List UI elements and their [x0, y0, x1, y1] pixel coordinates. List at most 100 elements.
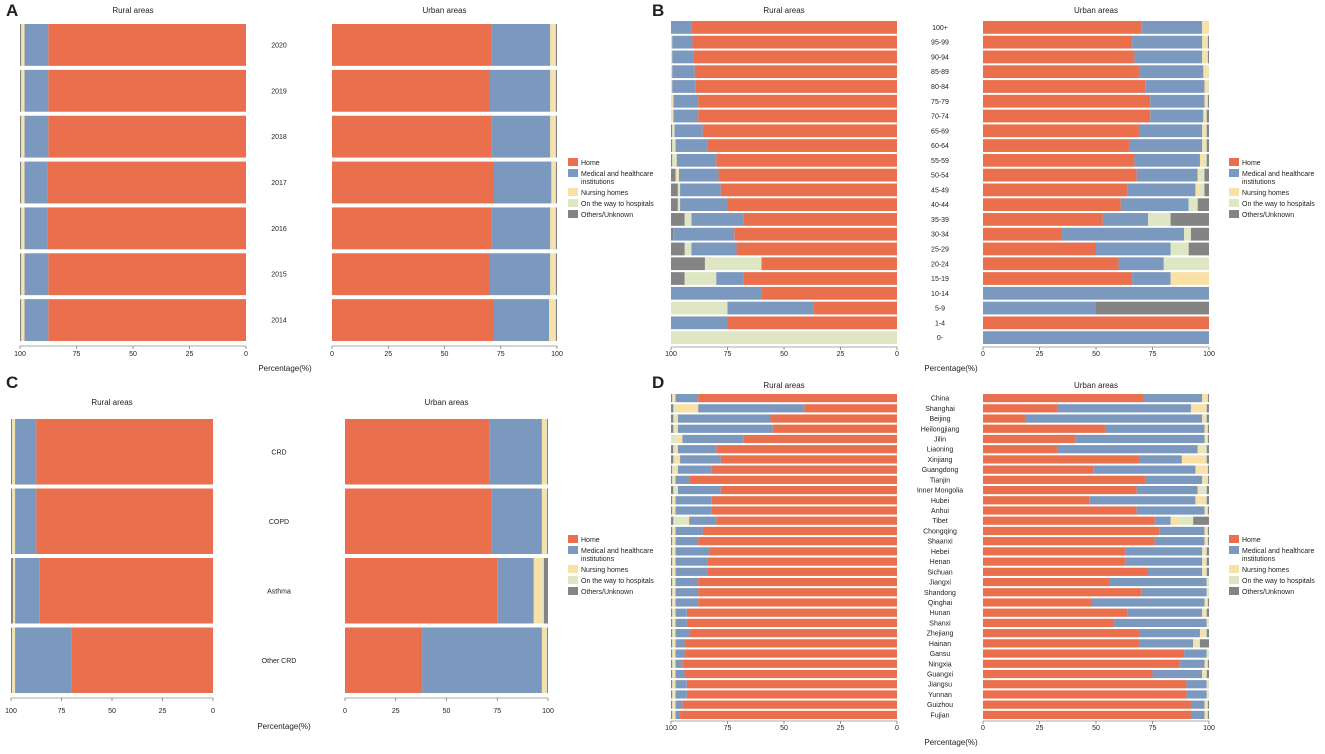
rural-bar-China-medical-and-healthcare-institutions [675, 394, 699, 403]
urban-bar-Inner Mongolia-home [983, 485, 1137, 495]
urban-bar-25-29-on-the-way-to-hospitals [1170, 242, 1189, 256]
rural-bar-Guangxi-home [684, 669, 897, 679]
category-label: Liaoning [927, 447, 954, 454]
urban-bar-Xinjiang-nursing-homes [1181, 455, 1205, 464]
rural-bar-Hubei-medical-and-healthcare-institutions [675, 496, 712, 505]
legend-label: Medical and healthcare [1242, 171, 1314, 178]
rural-bar-Asthma-nursing-homes [14, 558, 16, 624]
legend-label: On the way to hospitals [581, 578, 654, 585]
rural-bar-Tianjin-others-unknown [671, 475, 673, 484]
rural-bar-Asthma-on-the-way-to-hospitals [13, 558, 15, 624]
rural-bar-2018-medical-and-healthcare-institutions [24, 115, 49, 158]
urban-bar-Inner Mongolia-others-unknown [1206, 485, 1209, 495]
rural-bar-80-84-home [695, 80, 897, 93]
rural-bar-2018-nursing-homes [22, 115, 25, 158]
category-label: China [931, 396, 949, 403]
urban-bar-Anhui-home [983, 506, 1137, 515]
urban-bar-Fujian-nursing-homes [1204, 710, 1207, 719]
urban-bar-95-99-home [983, 35, 1133, 49]
rural-bar-60-64-others-unknown [671, 139, 673, 152]
rural-bar-2019-home [48, 69, 246, 112]
legend-swatch [1229, 199, 1239, 207]
rural-bar-45-49-others-unknown [671, 183, 678, 197]
rural-bar-Gansu-on-the-way-to-hospitals [672, 649, 674, 658]
rural-bar-2015-medical-and-healthcare-institutions [24, 253, 49, 296]
category-label: Zhejiang [927, 631, 954, 638]
urban-bar-2015-others-unknown [555, 253, 557, 296]
urban-bar-2017-others-unknown [555, 161, 557, 204]
rural-bar-40-44-home [727, 198, 897, 212]
rural-title: Rural areas [91, 398, 132, 407]
urban-bar-85-89-home [983, 65, 1139, 79]
urban-bar-Heilongjiang-others-unknown [1207, 424, 1209, 433]
rural-bar-Sichuan-others-unknown [671, 567, 673, 576]
rural-bar-Guangxi-medical-and-healthcare-institutions [675, 669, 685, 679]
rural-bar-Asthma-others-unknown [11, 558, 14, 624]
urban-bar-35-39-medical-and-healthcare-institutions [1102, 213, 1148, 226]
panel-letter: C [6, 373, 18, 392]
rural-bar-70-74-medical-and-healthcare-institutions [673, 109, 699, 123]
urban-bar-Fujian-medical-and-healthcare-institutions [1190, 710, 1205, 719]
rural-tick-label: 75 [724, 725, 732, 732]
rural-bar-85-89-medical-and-healthcare-institutions [672, 65, 695, 79]
rural-bar-Jiangxi-home [698, 577, 897, 587]
rural-bar-2020-on-the-way-to-hospitals [21, 24, 23, 66]
rural-bar-Hainan-medical-and-healthcare-institutions [675, 639, 685, 648]
rural-bar-40-44-others-unknown [671, 198, 678, 212]
rural-bar-55-59-others-unknown [671, 153, 673, 167]
urban-bar-55-59-others-unknown [1206, 153, 1209, 167]
legend-label: Nursing homes [1242, 190, 1290, 197]
legend-swatch [1229, 565, 1239, 573]
rural-bar-Beijing-others-unknown [671, 414, 674, 423]
urban-bar-Yunnan-on-the-way-to-hospitals [1207, 690, 1209, 699]
urban-bar-50-54-others-unknown [1204, 168, 1209, 182]
rural-bar-90-94-nursing-homes [671, 50, 673, 64]
rural-tick-label: 75 [724, 351, 732, 358]
category-label: 80-84 [931, 84, 949, 91]
rural-bar-Shanxi-nursing-homes [673, 618, 676, 628]
urban-bar-2018-on-the-way-to-hospitals [554, 115, 556, 158]
rural-bar-Guangdong-home [711, 465, 897, 474]
rural-bar-Yunnan-others-unknown [671, 690, 673, 699]
category-label: 10-14 [931, 291, 949, 298]
rural-bar-Jiangsu-on-the-way-to-hospitals [672, 680, 674, 689]
urban-bar-Heilongjiang-medical-and-healthcare-institutions [1105, 424, 1205, 433]
urban-bar-80-84-on-the-way-to-hospitals [1207, 80, 1209, 93]
legend-label: institutions [581, 179, 615, 186]
legend-swatch [1229, 535, 1239, 543]
urban-bar-2014-nursing-homes [549, 299, 555, 341]
rural-bar-55-59-on-the-way-to-hospitals [672, 153, 676, 167]
rural-bar-90-94-home [693, 50, 897, 64]
rural-bar-Hebei-nursing-homes [673, 547, 676, 556]
rural-bar-75-79-home [698, 94, 897, 108]
urban-tick-label: 50 [441, 351, 449, 358]
category-label: COPD [269, 519, 289, 526]
urban-bar-China-home [983, 394, 1144, 403]
category-label: 50-54 [931, 173, 949, 180]
urban-bar-Tibet-on-the-way-to-hospitals [1179, 516, 1194, 525]
urban-bar-40-44-on-the-way-to-hospitals [1188, 198, 1198, 212]
urban-bar-90-94-on-the-way-to-hospitals [1206, 50, 1208, 64]
urban-bar-Jiangxi-nursing-homes [1206, 577, 1208, 587]
urban-bar-Ningxia-home [983, 659, 1180, 668]
urban-bar-Qinghai-on-the-way-to-hospitals [1206, 598, 1208, 607]
urban-bar-Jiangsu-nursing-homes [1206, 680, 1208, 689]
urban-bar-Hainan-others-unknown [1199, 639, 1209, 648]
rural-bar-Heilongjiang-nursing-homes [675, 424, 678, 433]
urban-tick-label: 0 [981, 351, 985, 358]
category-label: 85-89 [931, 69, 949, 76]
rural-bar-2016-medical-and-healthcare-institutions [24, 207, 48, 250]
rural-bar-2014-nursing-homes [22, 299, 25, 341]
urban-bar-CRD-medical-and-healthcare-institutions [489, 419, 542, 485]
rural-bar-Shaanxi-nursing-homes [673, 537, 676, 546]
urban-bar-35-39-others-unknown [1170, 213, 1209, 226]
urban-bar-Shandong-medical-and-healthcare-institutions [1141, 588, 1207, 597]
urban-bar-COPD-on-the-way-to-hospitals [545, 488, 547, 554]
legend-label: Nursing homes [581, 567, 629, 574]
rural-bar-100+-home [691, 21, 897, 34]
rural-bar-2015-on-the-way-to-hospitals [21, 253, 23, 296]
rural-bar-2016-on-the-way-to-hospitals [21, 207, 23, 250]
urban-bar-CRD-home [345, 419, 490, 485]
urban-bar-30-34-on-the-way-to-hospitals [1184, 227, 1191, 241]
rural-bar-Qinghai-home [698, 598, 897, 607]
